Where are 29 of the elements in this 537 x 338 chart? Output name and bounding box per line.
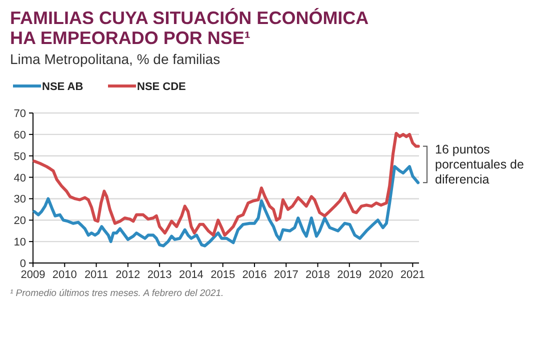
x-tick-label: 2020 xyxy=(368,269,394,281)
y-tick-label: 0 xyxy=(20,258,26,270)
x-tick-label: 2013 xyxy=(147,269,172,281)
x-tick-label: 2019 xyxy=(337,269,362,281)
x-tick-label: 2014 xyxy=(178,269,204,281)
text: ¹ Promedio últimos tres meses. A febrero del 2021. xyxy=(10,288,224,299)
line-series xyxy=(32,165,420,248)
y-tick-label: 10 xyxy=(14,236,26,249)
x-tick-label: 2021 xyxy=(400,269,425,281)
y-tick-label: 50 xyxy=(14,150,26,163)
y-tick-label: 30 xyxy=(14,194,26,206)
x-tick-label: 2009 xyxy=(20,269,46,281)
legend-label: NSE AB xyxy=(42,81,84,93)
x-tick-label: 2018 xyxy=(306,269,330,281)
line-series xyxy=(32,132,420,237)
chart-subtitle: Lima Metropolitana, % de familias xyxy=(10,51,220,67)
x-tick-label: 2015 xyxy=(210,269,236,281)
x-tick-label: 2016 xyxy=(242,269,267,281)
x-tick-label: 2010 xyxy=(52,269,77,281)
y-tick-label: 40 xyxy=(14,172,26,184)
text: 16 puntos porcentuales de diferencia xyxy=(435,142,524,186)
x-tick-label: 2017 xyxy=(274,269,298,281)
x-tick-label: 2012 xyxy=(116,269,140,281)
y-tick-label: 60 xyxy=(14,129,26,142)
chart-title: FAMILIAS CUYA SITUACIÓN ECONÓMICA HA EMPEORADO POR NSE¹ xyxy=(10,8,369,48)
legend-label: NSE CDE xyxy=(137,81,186,93)
y-tick-label: 70 xyxy=(14,108,26,120)
x-tick-label: 2011 xyxy=(84,269,108,281)
y-tick-label: 20 xyxy=(14,215,26,228)
